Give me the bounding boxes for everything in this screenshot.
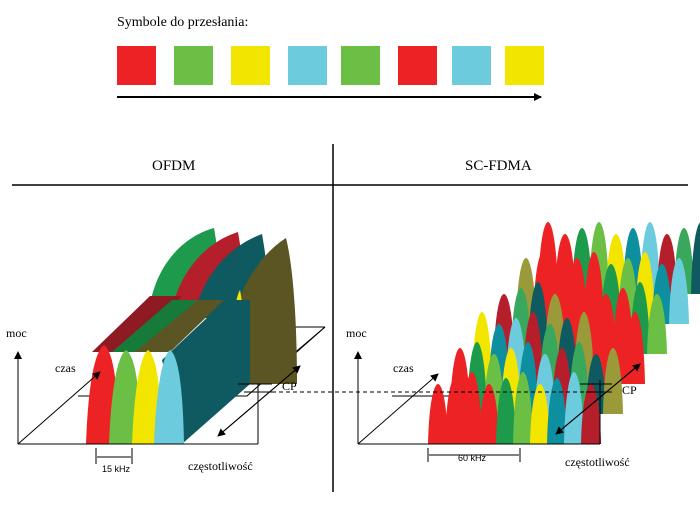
scfdma-bell-r5-10 — [669, 258, 689, 324]
ofdm-bell-front-green — [109, 350, 141, 444]
ofdm-time-label: czas — [55, 361, 76, 375]
ofdm-cp-label: CP — [282, 379, 297, 393]
scfdma-bell-r1-10 — [581, 384, 601, 444]
ofdm-freq-direction-arrow-back — [217, 365, 301, 437]
scfdma-bell-r6-10 — [691, 222, 700, 294]
scfdma-bell-r2-10 — [603, 348, 623, 414]
ofdm-depth-red — [92, 296, 182, 352]
symbol-square-6 — [398, 46, 437, 85]
ofdm-freq-label: częstotliwość — [188, 459, 253, 473]
symbols-title: Symbole do przesłania: — [117, 15, 248, 30]
scfdma-time-axis — [357, 373, 439, 445]
ofdm-bandwidth-label: 15 kHz — [102, 464, 131, 474]
scfdma-bell-r1-5 — [496, 378, 516, 444]
symbol-square-8 — [505, 46, 544, 85]
scfdma-power-label: moc — [346, 326, 367, 340]
scfdma-bell-r1-7 — [530, 384, 550, 444]
scfdma-bandwidth-label: 60 kHz — [458, 453, 487, 463]
scfdma-bell-rows — [428, 222, 700, 444]
ofdm-chart: CP 15 kHz moc czas częstotliwość — [6, 228, 326, 474]
scfdma-cp-label: CP — [622, 383, 637, 397]
ofdm-depth-teal — [162, 300, 250, 444]
scfdma-time-label: czas — [393, 361, 414, 375]
ofdm-time-axis — [17, 371, 101, 445]
scfdma-bell-r1-3 — [462, 372, 482, 444]
scfdma-bell-r1-4 — [479, 384, 499, 444]
scfdma-freq-label: częstotliwość — [565, 455, 630, 469]
ofdm-power-label: moc — [6, 326, 27, 340]
scfdma-header: SC-FDMA — [465, 158, 532, 174]
ofdm-depth-green — [112, 300, 200, 352]
scfdma-chart: CP 60 kHz moc czas częstotliwość — [346, 222, 700, 469]
scfdma-bell-r1-1 — [428, 384, 448, 444]
scfdma-bell-r1-9 — [564, 372, 584, 444]
symbol-square-5 — [341, 46, 380, 85]
ofdm-bell-front-cyan — [154, 350, 184, 444]
scfdma-freq-direction-arrow-back — [555, 363, 641, 435]
symbol-square-2 — [174, 46, 213, 85]
ofdm-header: OFDM — [152, 158, 195, 174]
symbol-square-7 — [452, 46, 491, 85]
symbol-square-3 — [231, 46, 270, 85]
symbol-square-1 — [117, 46, 156, 85]
scfdma-bell-r1-6 — [513, 372, 533, 444]
scfdma-bell-r4-10 — [647, 294, 667, 354]
symbol-square-4 — [288, 46, 327, 85]
scfdma-bell-r1-2 — [445, 378, 465, 444]
ofdm-depth-olive — [135, 300, 224, 352]
ofdm-bell-front-yellow — [132, 350, 162, 444]
symbol-sequence — [117, 46, 544, 85]
